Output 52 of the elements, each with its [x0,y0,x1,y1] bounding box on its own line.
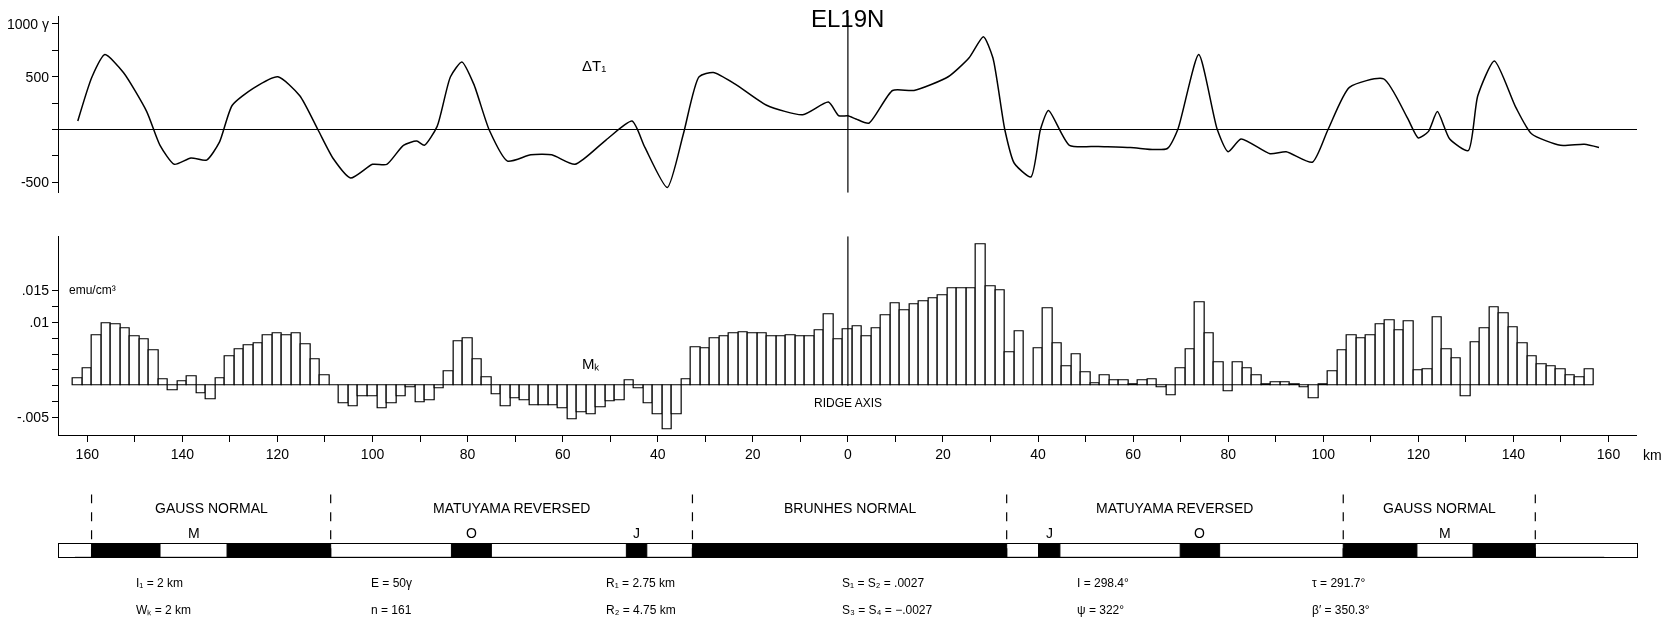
text: ΔT₁ [582,57,607,74]
text: n = 161 [371,603,412,617]
text: β′ = 350.3° [1312,603,1370,617]
text: MATUYAMA REVERSED [1096,500,1254,516]
y-tick-label: 500 [25,68,50,85]
text: MATUYAMA REVERSED [433,500,591,516]
x-axis-title: km [1643,447,1662,463]
x-tick-label: 40 [649,446,666,463]
x-tick-label: 60 [1125,446,1142,463]
x-tick-label: 100 [1311,446,1336,463]
x-tick-label: 40 [1030,446,1047,463]
series-label: Mₖ [582,355,601,372]
y-axis-title: emu/cm³ [69,283,116,297]
text: BRUNHES NORMAL [784,500,917,516]
text: I₁ = 2 km [136,576,184,590]
x-tick-label: 120 [265,446,290,463]
x-tick-label: 20 [745,446,761,463]
annotation: O [466,525,477,541]
y-tick-label: -500 [20,174,50,191]
y-tick-label: .015 [21,282,50,299]
text: S₁ = S₂ = .0027 [842,576,925,590]
y-tick-label: -.005 [17,409,50,426]
x-tick-label: 160 [75,446,100,463]
x-tick-label: 140 [170,446,195,463]
text: Wₖ = 2 km [136,603,192,617]
text: τ = 291.7° [1312,576,1366,590]
y-tick-label: 1000 γ [6,15,49,32]
chart-title: EL19N [811,5,885,32]
annotation: J [1046,525,1053,541]
x-tick-label: 80 [1220,446,1237,463]
text: R₁ = 2.75 km [606,576,676,590]
annotation: J [633,525,640,541]
text: R₂ = 4.75 km [606,603,676,617]
y-tick-label: .01 [29,314,50,331]
x-tick-label: 100 [360,446,385,463]
annotation: M [188,525,200,541]
text: GAUSS NORMAL [155,500,269,516]
text: ψ = 322° [1077,603,1125,617]
annotation: O [1194,525,1205,541]
text: I = 298.4° [1077,576,1130,590]
annotation: M [1439,525,1451,541]
ref-line-label: RIDGE AXIS [814,396,883,410]
x-tick-label: 20 [935,446,951,463]
text: S₃ = S₄ = −.0027 [842,603,933,617]
x-tick-label: 120 [1406,446,1431,463]
x-tick-label: 80 [459,446,476,463]
text: GAUSS NORMAL [1383,500,1497,516]
text: E = 50γ [371,576,413,590]
x-tick-label: 160 [1596,446,1621,463]
x-tick-label: 0 [844,446,852,463]
x-tick-label: 60 [554,446,571,463]
x-tick-label: 140 [1501,446,1526,463]
